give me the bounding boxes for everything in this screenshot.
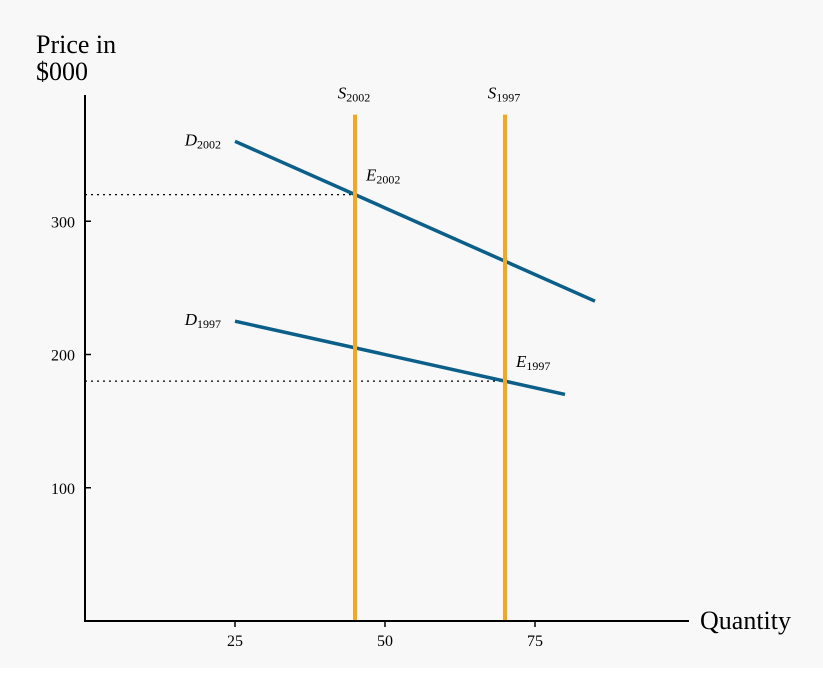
y-axis-label-line-1: Price in — [36, 30, 116, 59]
axis-ticks: 25 50 75 100 200 300 — [51, 214, 543, 650]
guide-lines — [85, 193, 505, 382]
x-tick-label: 50 — [377, 633, 393, 650]
curve-labels: D2002 D1997 S2002 S1997 E2002 E1997 — [184, 84, 551, 373]
y-axis-label-line-2: $000 — [36, 57, 88, 86]
series-line-d1997 — [234, 319, 566, 397]
axes: Price in $000 Quantity — [36, 30, 791, 635]
y-tick-label: 100 — [51, 481, 75, 498]
y-tick-label: 200 — [51, 348, 75, 365]
x-axis-label: Quantity — [700, 606, 791, 635]
x-tick-label: 25 — [227, 633, 243, 650]
label-e2002: E2002 — [365, 166, 400, 187]
label-d2002: D2002 — [184, 130, 221, 151]
y-tick-label: 300 — [51, 214, 75, 231]
label-s2002: S2002 — [338, 84, 371, 105]
series-lines — [234, 114, 596, 621]
label-s1997: S1997 — [488, 84, 521, 105]
x-tick-label: 75 — [527, 633, 543, 650]
series-line-d2002 — [234, 139, 596, 303]
label-d1997: D1997 — [184, 310, 221, 331]
label-e1997: E1997 — [515, 352, 550, 373]
